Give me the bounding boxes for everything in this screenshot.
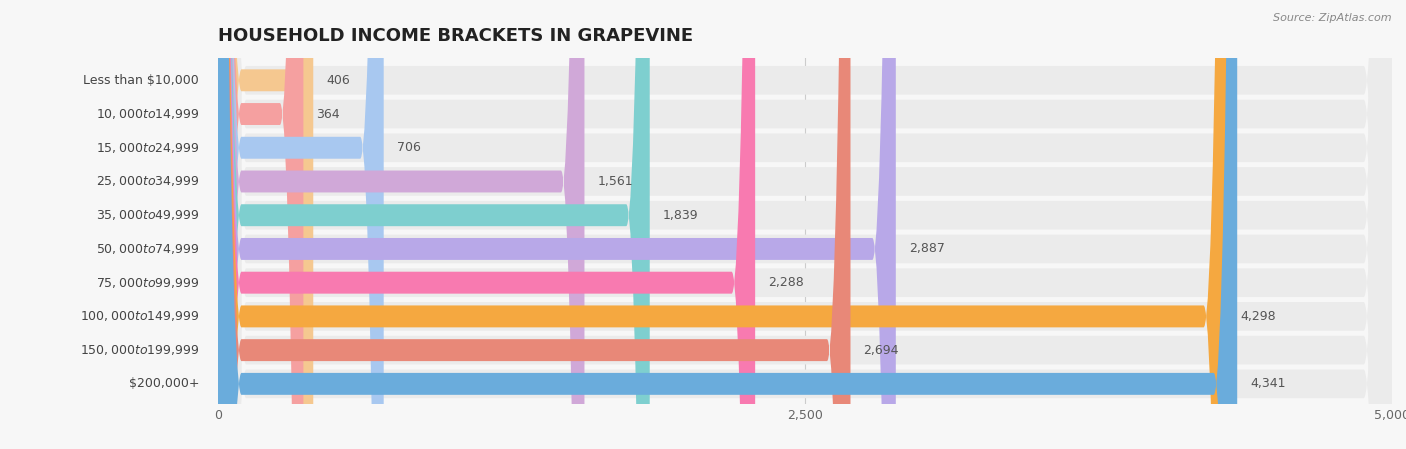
Text: 406: 406 xyxy=(326,74,350,87)
Text: 1,561: 1,561 xyxy=(598,175,633,188)
Text: 2,887: 2,887 xyxy=(908,242,945,255)
FancyBboxPatch shape xyxy=(218,0,1392,449)
FancyBboxPatch shape xyxy=(218,0,1237,449)
Text: $10,000 to $14,999: $10,000 to $14,999 xyxy=(96,107,200,121)
Text: HOUSEHOLD INCOME BRACKETS IN GRAPEVINE: HOUSEHOLD INCOME BRACKETS IN GRAPEVINE xyxy=(218,27,693,45)
FancyBboxPatch shape xyxy=(218,0,1392,449)
FancyBboxPatch shape xyxy=(218,0,384,449)
Text: 2,694: 2,694 xyxy=(863,343,898,357)
Text: 364: 364 xyxy=(316,107,340,120)
FancyBboxPatch shape xyxy=(218,0,755,449)
FancyBboxPatch shape xyxy=(218,0,650,449)
Text: $25,000 to $34,999: $25,000 to $34,999 xyxy=(96,175,200,189)
Text: $200,000+: $200,000+ xyxy=(128,377,200,390)
FancyBboxPatch shape xyxy=(218,0,1392,449)
Text: $100,000 to $149,999: $100,000 to $149,999 xyxy=(80,309,200,323)
Text: Less than $10,000: Less than $10,000 xyxy=(83,74,200,87)
Text: $50,000 to $74,999: $50,000 to $74,999 xyxy=(96,242,200,256)
FancyBboxPatch shape xyxy=(218,0,1227,449)
Text: $150,000 to $199,999: $150,000 to $199,999 xyxy=(80,343,200,357)
FancyBboxPatch shape xyxy=(218,0,1392,449)
FancyBboxPatch shape xyxy=(218,0,1392,449)
FancyBboxPatch shape xyxy=(218,0,1392,449)
FancyBboxPatch shape xyxy=(218,0,585,449)
FancyBboxPatch shape xyxy=(218,0,1392,449)
FancyBboxPatch shape xyxy=(218,0,896,449)
FancyBboxPatch shape xyxy=(218,0,1392,449)
FancyBboxPatch shape xyxy=(218,0,1392,449)
Text: $75,000 to $99,999: $75,000 to $99,999 xyxy=(96,276,200,290)
FancyBboxPatch shape xyxy=(218,0,314,449)
FancyBboxPatch shape xyxy=(218,0,851,449)
Text: 2,288: 2,288 xyxy=(768,276,804,289)
Text: 1,839: 1,839 xyxy=(662,209,699,222)
FancyBboxPatch shape xyxy=(218,0,1392,449)
FancyBboxPatch shape xyxy=(218,0,304,449)
Text: 4,298: 4,298 xyxy=(1240,310,1275,323)
Text: $35,000 to $49,999: $35,000 to $49,999 xyxy=(96,208,200,222)
Text: $15,000 to $24,999: $15,000 to $24,999 xyxy=(96,141,200,155)
Text: 706: 706 xyxy=(396,141,420,154)
Text: Source: ZipAtlas.com: Source: ZipAtlas.com xyxy=(1274,13,1392,23)
Text: 4,341: 4,341 xyxy=(1250,377,1285,390)
